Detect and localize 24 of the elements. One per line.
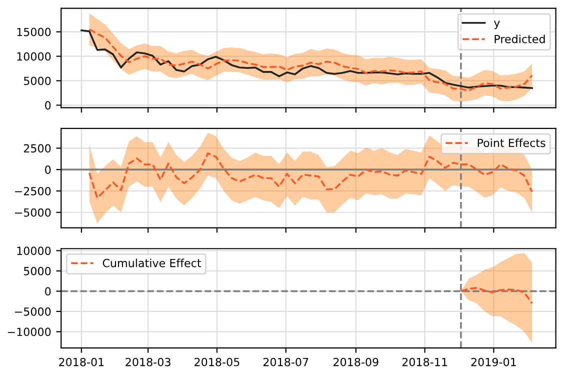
y-tick-label: 0 bbox=[45, 287, 51, 296]
legend-label: Point Effects bbox=[478, 138, 546, 148]
x-tick-label: 2019-01 bbox=[471, 358, 516, 366]
y-tick-label: 0 bbox=[45, 101, 51, 110]
y-tick-label: −2500 bbox=[14, 186, 51, 196]
x-tick-label: 2018-01 bbox=[59, 358, 104, 366]
y-tick-label: 10000 bbox=[17, 246, 51, 256]
y-tick-label: 10000 bbox=[17, 52, 51, 61]
y-tick-label: 2500 bbox=[24, 144, 51, 153]
y-tick-label: 0 bbox=[45, 166, 51, 174]
legend-label: y bbox=[494, 20, 500, 30]
x-tick-label: 2018-07 bbox=[263, 358, 308, 366]
x-tick-label: 2018-09 bbox=[334, 358, 378, 366]
legend-label: Cumulative Effect bbox=[102, 258, 202, 268]
y-tick-label: −5000 bbox=[14, 208, 51, 217]
legend-label: Predicted bbox=[494, 34, 545, 44]
y-tick-label: 5000 bbox=[24, 76, 51, 86]
x-tick-label: 2018-05 bbox=[194, 358, 240, 366]
x-tick-label: 2018-11 bbox=[402, 358, 447, 366]
y-tick-label: −5000 bbox=[14, 307, 51, 316]
y-tick-label: 15000 bbox=[17, 28, 51, 36]
y-tick-label: 5000 bbox=[24, 266, 51, 276]
x-tick-label: 2018-03 bbox=[126, 358, 170, 366]
y-tick-label: −10000 bbox=[8, 328, 51, 336]
